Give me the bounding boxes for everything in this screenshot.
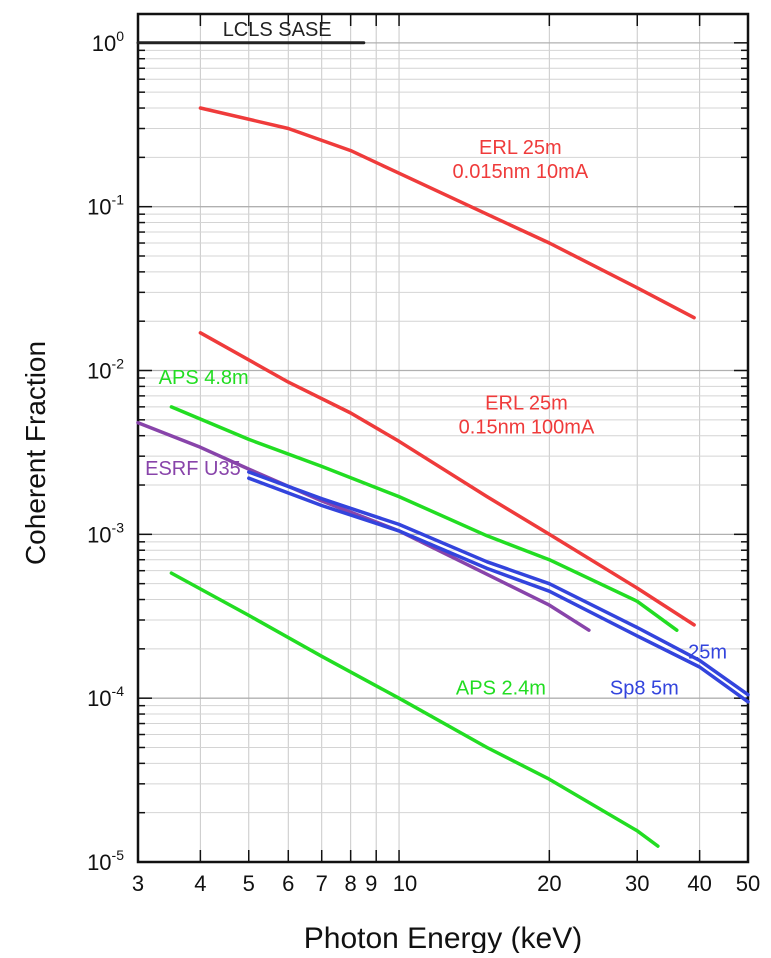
- plot-frame: [136, 12, 750, 864]
- x-tick-label: 5: [243, 871, 255, 896]
- x-tick-label: 7: [316, 871, 328, 896]
- series-line-25m: [247, 470, 750, 697]
- annotations: LCLS SASE ERL 25m 0.015nm 10mA ERL 25m 0.15n…: [145, 19, 727, 700]
- y-tick-label: 10-5: [87, 847, 124, 875]
- series: [136, 41, 750, 848]
- series-line-aps-4-8m: [169, 405, 679, 632]
- axes: [136, 12, 750, 864]
- y-tick-label: 10-2: [87, 356, 124, 384]
- annotation-aps48: APS 4.8m: [159, 367, 249, 389]
- y-tick-label: 10-3: [87, 519, 124, 547]
- x-tick-label: 4: [194, 871, 206, 896]
- series-line-aps-2-4m: [169, 571, 660, 848]
- y-tick-label: 10-4: [87, 683, 124, 711]
- y-tick-label: 10-1: [87, 192, 124, 220]
- x-tick-label: 8: [345, 871, 357, 896]
- y-tick-label: 100: [92, 28, 124, 56]
- x-tick-label: 50: [736, 871, 760, 896]
- annotation-aps24: APS 2.4m: [456, 678, 546, 700]
- x-tick-label: 3: [132, 871, 144, 896]
- annotation-erl1: ERL 25m 0.015nm 10mA: [453, 137, 589, 183]
- x-axis-label: Photon Energy (keV): [304, 922, 582, 953]
- annotation-lcls: LCLS SASE: [223, 19, 332, 41]
- series-line-sp8-5m: [247, 476, 750, 704]
- x-tick-label: 30: [625, 871, 649, 896]
- x-tick-label: 10: [393, 871, 417, 896]
- axis-ticks: 3 4 5 6 7 8 9 10 20 30 40 50 100 10-1 10-2 10-3 10-4 10-5: [87, 14, 760, 896]
- grid: [138, 14, 748, 863]
- x-tick-label: 40: [687, 871, 711, 896]
- series-line-esrf-u35: [136, 420, 591, 632]
- y-axis-label: Coherent Fraction: [20, 341, 51, 565]
- series-line-erl-25m-0-15nm-100ma: [198, 331, 696, 627]
- x-tick-label: 6: [282, 871, 294, 896]
- x-tick-label: 20: [537, 871, 561, 896]
- series-line-erl-25m-0-015nm-10ma: [198, 106, 696, 320]
- annotation-l25m: 25m: [688, 641, 727, 663]
- annotation-sp8: Sp8 5m: [610, 678, 679, 700]
- annotation-esrf: ESRF U35: [145, 458, 241, 480]
- x-tick-label: 9: [365, 871, 377, 896]
- annotation-erl2: ERL 25m 0.15nm 100mA: [459, 392, 595, 438]
